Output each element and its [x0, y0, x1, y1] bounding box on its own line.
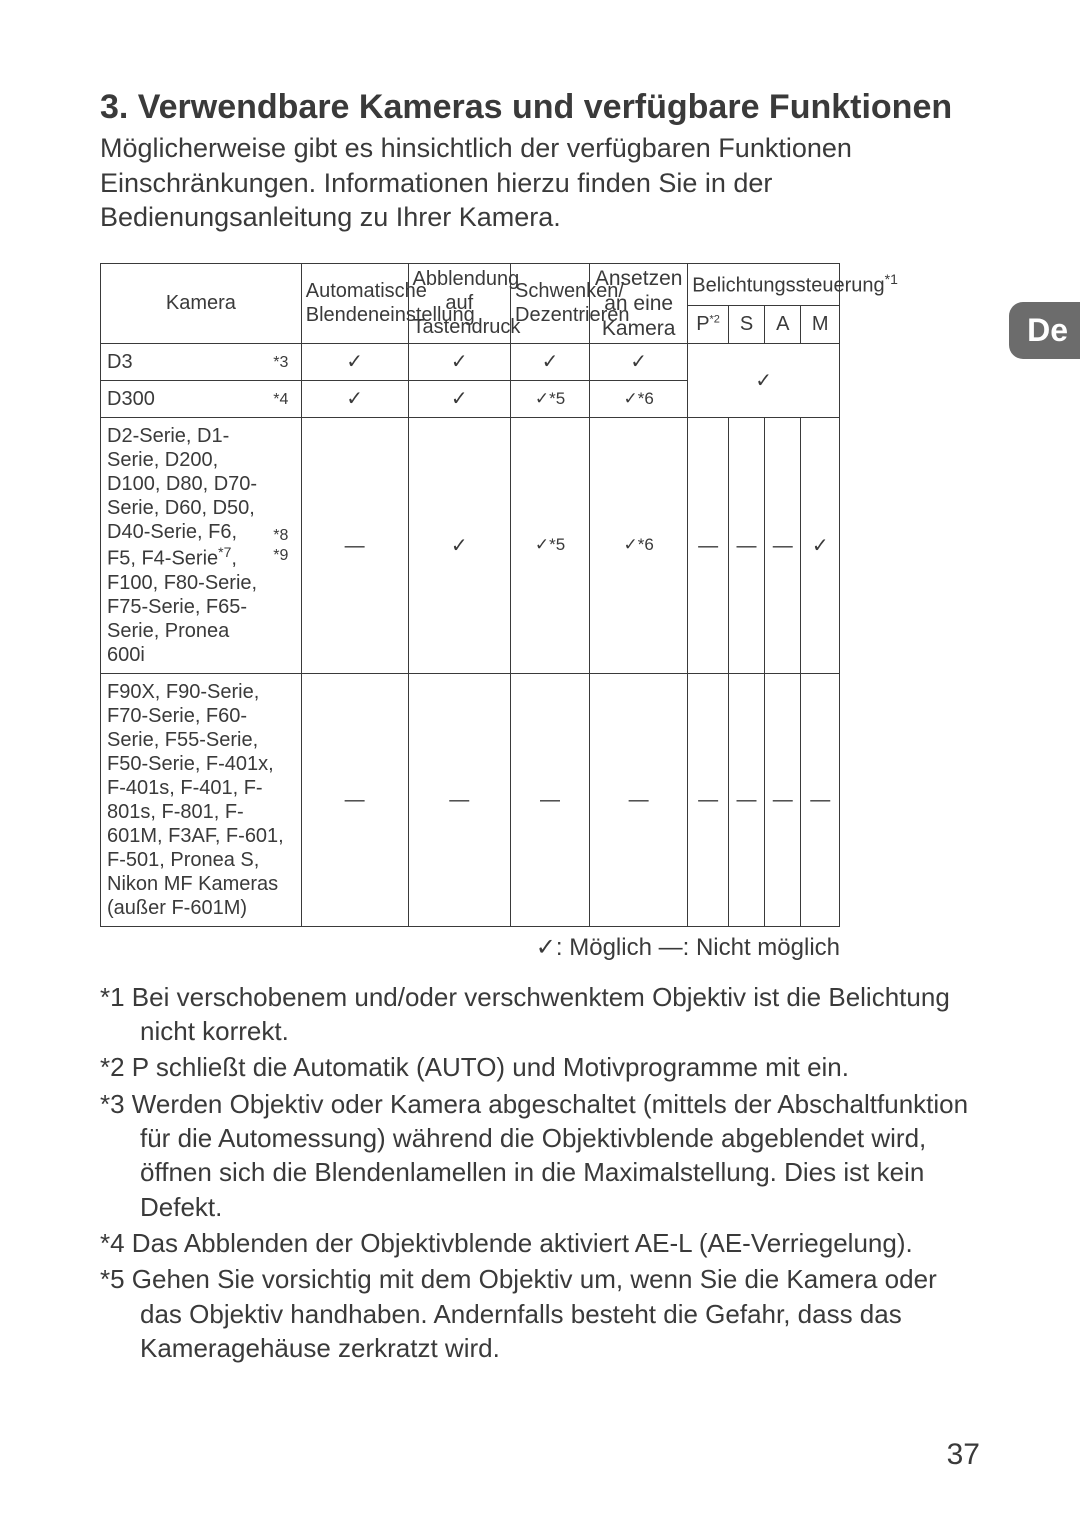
- row-footnote: *8 *9: [269, 418, 301, 674]
- th-m: M: [801, 305, 840, 344]
- th-belichtung-text: Belichtungssteuerung: [692, 274, 884, 296]
- cell-auto: ✓: [301, 381, 408, 418]
- cell-s: —: [728, 418, 764, 674]
- cell-m: —: [801, 673, 840, 926]
- compatibility-table: Kamera Automatische Blendeneinstellung A…: [100, 263, 840, 927]
- cell-a: —: [765, 418, 801, 674]
- cell-p: —: [688, 418, 729, 674]
- cell-abbl: ✓: [408, 344, 511, 381]
- th-auto: Automatische Blendeneinstellung: [301, 263, 408, 344]
- cell-schw: ✓: [511, 344, 590, 381]
- th-schw: Schwenken/ Dezentrieren: [511, 263, 590, 344]
- cell-psam-merged: ✓: [688, 344, 840, 418]
- footnote: *2 P schließt die Automatik (AUTO) und M…: [100, 1050, 980, 1084]
- cell-anst: ✓*6: [590, 381, 688, 418]
- th-anst: Ansetzen an eine Kamera: [590, 263, 688, 344]
- section-title: 3. Verwendbare Kameras und verfügbare Fu…: [100, 88, 980, 127]
- cell-schw: ✓*5: [511, 381, 590, 418]
- table-row: D2-Serie, D1-Serie, D200, D100, D80, D70…: [101, 418, 270, 674]
- cell-auto: —: [301, 673, 408, 926]
- th-a: A: [765, 305, 801, 344]
- cell-p: —: [688, 673, 729, 926]
- cell-abbl: —: [408, 673, 511, 926]
- th-kamera: Kamera: [101, 263, 302, 344]
- footnote: *1 Bei verschobenem und/oder verschwenkt…: [100, 980, 980, 1049]
- table-row: F90X, F90-Serie, F70-Serie, F60-Serie, F…: [101, 673, 302, 926]
- cell-schw: —: [511, 673, 590, 926]
- th-belichtung-sup: *1: [885, 271, 898, 287]
- cell-abbl: ✓: [408, 418, 511, 674]
- footnotes-block: *1 Bei verschobenem und/oder verschwenkt…: [100, 980, 980, 1365]
- table-legend: ✓: Möglich —: Nicht möglich: [100, 933, 840, 962]
- intro-paragraph: Möglicherweise gibt es hinsichtlich der …: [100, 131, 980, 235]
- row-footnote: *3: [269, 344, 301, 381]
- cell-schw: ✓*5: [511, 418, 590, 674]
- cell-s: —: [728, 673, 764, 926]
- th-belichtung: Belichtungssteuerung*1: [688, 263, 840, 305]
- table-row: D300: [101, 381, 270, 418]
- footnote: *5 Gehen Sie vorsichtig mit dem Objektiv…: [100, 1262, 980, 1365]
- footnote: *3 Werden Objektiv oder Kamera abgeschal…: [100, 1087, 980, 1224]
- table-row: D3: [101, 344, 270, 381]
- cell-a: —: [765, 673, 801, 926]
- th-p-sup: *2: [710, 314, 720, 326]
- cell-auto: ✓: [301, 344, 408, 381]
- cell-auto: —: [301, 418, 408, 674]
- th-p: P*2: [688, 305, 729, 344]
- cell-abbl: ✓: [408, 381, 511, 418]
- th-p-text: P: [696, 313, 709, 335]
- cell-m: ✓: [801, 418, 840, 674]
- cell-anst: ✓*6: [590, 418, 688, 674]
- cell-anst: —: [590, 673, 688, 926]
- cell-anst: ✓: [590, 344, 688, 381]
- row-footnote: *4: [269, 381, 301, 418]
- footnote: *4 Das Abblenden der Objektivblende akti…: [100, 1226, 980, 1260]
- language-tab: De: [1009, 302, 1080, 359]
- page-number: 37: [947, 1438, 980, 1472]
- th-s: S: [728, 305, 764, 344]
